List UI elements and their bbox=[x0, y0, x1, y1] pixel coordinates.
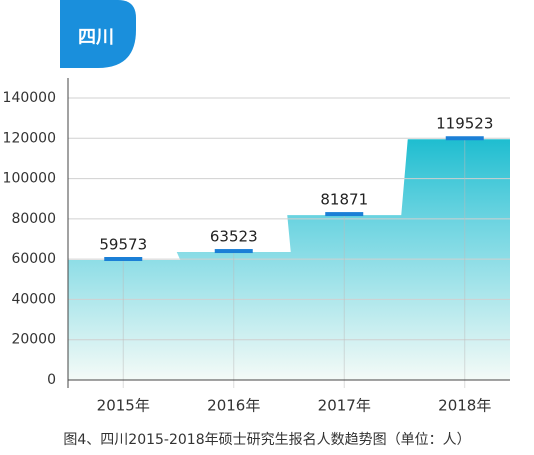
x-tick-label: 2018年 bbox=[438, 397, 491, 415]
y-tick-label: 60000 bbox=[11, 251, 56, 267]
y-tick-label: 140000 bbox=[3, 90, 56, 106]
y-tick-label: 100000 bbox=[3, 171, 56, 187]
marker bbox=[445, 136, 484, 141]
y-tick-label: 80000 bbox=[11, 211, 56, 227]
value-label: 81871 bbox=[320, 191, 368, 209]
y-tick-label: 120000 bbox=[3, 130, 56, 146]
y-tick-label: 0 bbox=[47, 372, 56, 388]
y-tick-label: 20000 bbox=[11, 332, 56, 348]
badge-label: 四川 bbox=[78, 27, 114, 48]
x-tick-label: 2016年 bbox=[207, 397, 260, 415]
caption: 图4、四川2015-2018年硕士研究生报名人数趋势图（单位：人） bbox=[63, 432, 470, 448]
value-label: 59573 bbox=[99, 236, 147, 254]
value-label: 119523 bbox=[436, 115, 493, 133]
value-label: 63523 bbox=[210, 228, 258, 246]
marker bbox=[104, 257, 143, 262]
x-tick-label: 2017年 bbox=[318, 397, 371, 415]
x-tick-label: 2015年 bbox=[97, 397, 150, 415]
marker bbox=[214, 249, 253, 254]
badge-shape bbox=[60, 0, 136, 68]
y-tick-label: 40000 bbox=[11, 291, 56, 307]
marker bbox=[325, 212, 364, 217]
